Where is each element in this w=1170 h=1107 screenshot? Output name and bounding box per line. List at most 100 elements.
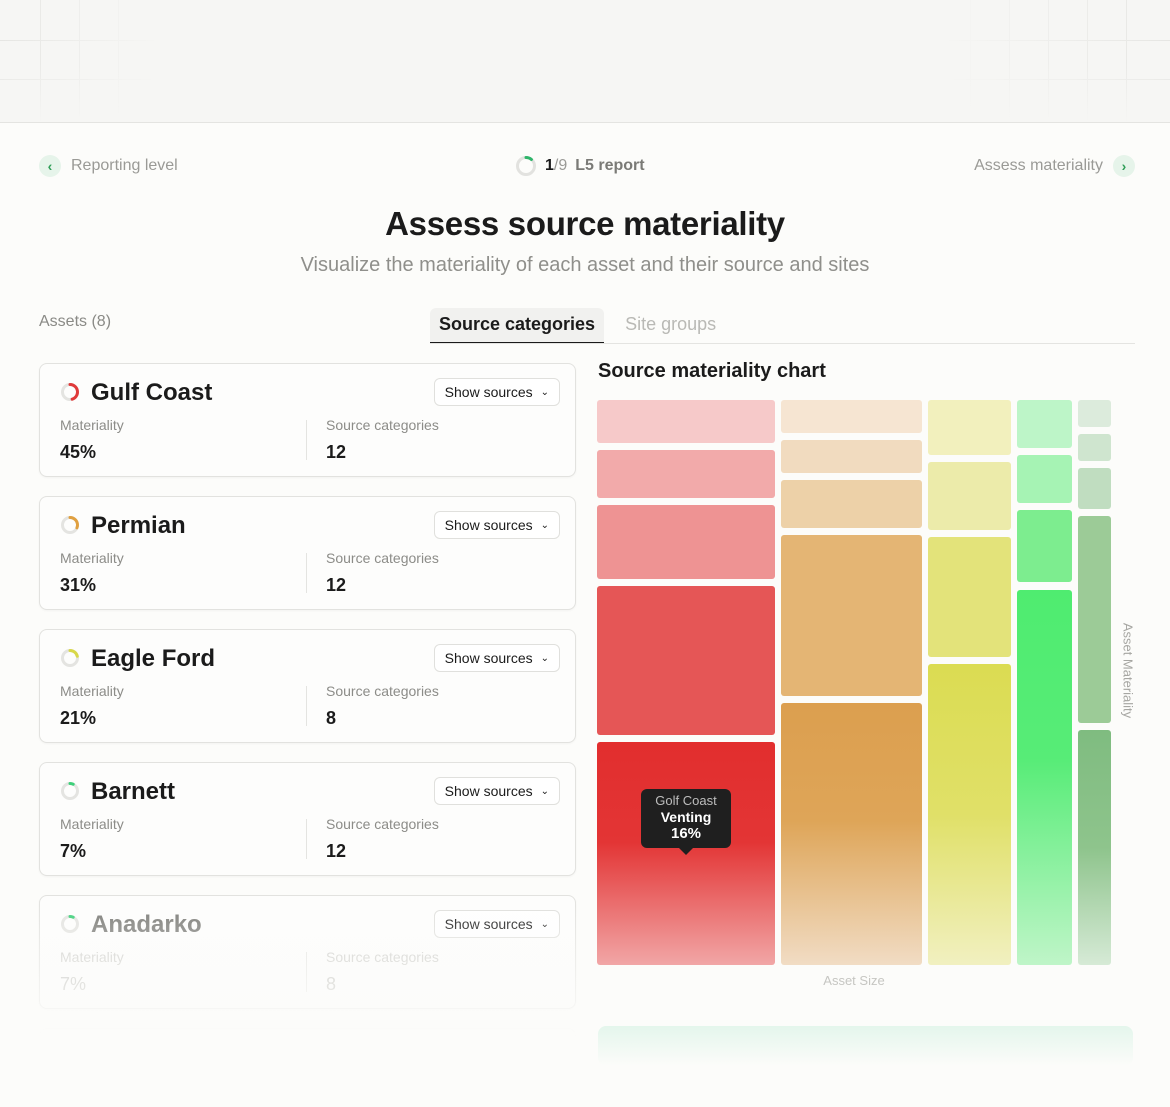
next-button[interactable]: Assess materiality › bbox=[974, 155, 1135, 177]
show-sources-label: Show sources bbox=[444, 650, 533, 666]
chevron-right-icon: › bbox=[1113, 155, 1135, 177]
metric-divider bbox=[306, 952, 307, 992]
step-current: 1 bbox=[545, 157, 554, 174]
treemap-cell[interactable] bbox=[597, 400, 775, 443]
materiality-value: 21% bbox=[60, 708, 97, 728]
show-sources-label: Show sources bbox=[444, 783, 533, 799]
materiality-ring-icon bbox=[61, 383, 79, 401]
treemap-cell[interactable] bbox=[597, 450, 775, 498]
source-categories-label: Source categories bbox=[326, 949, 439, 965]
treemap-cell[interactable] bbox=[597, 586, 775, 735]
treemap-cell[interactable] bbox=[1017, 590, 1072, 965]
view-tabs: Source categories Site groups bbox=[430, 308, 725, 344]
materiality-value: 7% bbox=[60, 974, 87, 994]
treemap-cell[interactable] bbox=[781, 440, 922, 473]
tooltip-value: 16% bbox=[670, 825, 702, 842]
metric-divider bbox=[306, 819, 307, 859]
chart-tooltip: Golf Coast Venting 16% bbox=[641, 789, 731, 855]
show-sources-label: Show sources bbox=[444, 517, 533, 533]
metric-divider bbox=[306, 553, 307, 593]
step-navigation: ‹ Reporting level 1/9 L5 report Assess m… bbox=[39, 155, 1135, 181]
y-axis-label: Asset Materiality bbox=[1120, 622, 1136, 719]
treemap-cell[interactable] bbox=[781, 400, 922, 433]
treemap-cell[interactable] bbox=[928, 537, 1011, 657]
show-sources-label: Show sources bbox=[444, 384, 533, 400]
metric-divider bbox=[306, 686, 307, 726]
step-total: /9 bbox=[553, 157, 568, 174]
materiality-value: 31% bbox=[60, 575, 97, 595]
treemap-cell[interactable] bbox=[1078, 400, 1111, 427]
asset-card-partial bbox=[39, 1028, 576, 1068]
chevron-down-icon: ⌄ bbox=[540, 918, 549, 930]
source-categories-label: Source categories bbox=[326, 550, 439, 566]
source-categories-value: 8 bbox=[326, 974, 337, 994]
tooltip-asset: Golf Coast bbox=[655, 793, 717, 808]
materiality-label: Materiality bbox=[60, 816, 124, 832]
treemap-cell[interactable] bbox=[781, 535, 922, 696]
asset-card: Gulf Coast Show sources ⌄ Materiality 45%… bbox=[39, 363, 576, 477]
asset-name: Gulf Coast bbox=[91, 379, 213, 406]
treemap-cell[interactable] bbox=[1017, 400, 1072, 448]
x-axis-label: Asset Size bbox=[823, 973, 885, 988]
treemap-cell[interactable] bbox=[928, 400, 1011, 455]
chevron-down-icon: ⌄ bbox=[540, 519, 549, 531]
asset-card: Eagle Ford Show sources ⌄ Materiality 21%… bbox=[39, 629, 576, 743]
asset-name: Permian bbox=[91, 512, 186, 539]
tooltip-source: Venting bbox=[660, 809, 712, 825]
asset-list: Gulf Coast Show sources ⌄ Materiality 45%… bbox=[39, 363, 576, 1087]
header-backdrop bbox=[0, 0, 1170, 123]
chart-title: Source materiality chart bbox=[598, 360, 826, 382]
chevron-down-icon: ⌄ bbox=[540, 785, 549, 797]
materiality-label: Materiality bbox=[60, 550, 124, 566]
treemap-cell[interactable] bbox=[781, 703, 922, 965]
source-categories-label: Source categories bbox=[326, 683, 439, 699]
treemap-cell[interactable] bbox=[1017, 510, 1072, 582]
step-indicator: 1/9 L5 report bbox=[515, 155, 645, 177]
page-subtitle: Visualize the materiality of each asset … bbox=[300, 254, 870, 276]
tab-site-groups[interactable]: Site groups bbox=[625, 314, 717, 334]
materiality-label: Materiality bbox=[60, 683, 124, 699]
chevron-down-icon: ⌄ bbox=[540, 652, 549, 664]
treemap-cell[interactable] bbox=[1017, 455, 1072, 503]
treemap-cell[interactable] bbox=[1078, 516, 1111, 723]
asset-card: Barnett Show sources ⌄ Materiality 7% Sou… bbox=[39, 762, 576, 876]
treemap-cell[interactable] bbox=[1078, 730, 1111, 965]
asset-name: Eagle Ford bbox=[91, 645, 216, 672]
source-categories-label: Source categories bbox=[326, 816, 439, 832]
asset-card: Permian Show sources ⌄ Materiality 31% So… bbox=[39, 496, 576, 610]
show-sources-label: Show sources bbox=[444, 916, 533, 932]
treemap-cell[interactable] bbox=[1078, 468, 1111, 509]
metric-divider bbox=[306, 420, 307, 460]
asset-card: Anadarko Show sources ⌄ Materiality 7% So… bbox=[39, 895, 576, 1009]
source-categories-value: 8 bbox=[326, 708, 337, 728]
source-categories-value: 12 bbox=[326, 841, 347, 861]
chevron-down-icon: ⌄ bbox=[540, 386, 549, 398]
show-sources-button[interactable]: Show sources ⌄ bbox=[433, 511, 560, 539]
asset-name: Barnett bbox=[91, 778, 176, 805]
treemap-chart bbox=[597, 400, 1112, 966]
show-sources-button[interactable]: Show sources ⌄ bbox=[433, 378, 560, 406]
source-categories-value: 12 bbox=[326, 442, 347, 462]
show-sources-button[interactable]: Show sources ⌄ bbox=[433, 777, 560, 805]
back-button[interactable]: ‹ Reporting level bbox=[39, 155, 178, 177]
show-sources-button[interactable]: Show sources ⌄ bbox=[433, 644, 560, 672]
continue-bar[interactable] bbox=[598, 1026, 1133, 1066]
treemap-cell[interactable] bbox=[928, 462, 1011, 530]
materiality-ring-icon bbox=[61, 649, 79, 667]
treemap-cell[interactable] bbox=[1078, 434, 1111, 461]
tabs-divider bbox=[430, 343, 1135, 344]
chevron-left-icon: ‹ bbox=[39, 155, 61, 177]
progress-ring-icon bbox=[516, 156, 536, 176]
source-categories-value: 12 bbox=[326, 575, 347, 595]
treemap-cell[interactable] bbox=[928, 664, 1011, 965]
assets-count-label: Assets (8) bbox=[39, 313, 112, 330]
materiality-ring-icon bbox=[61, 782, 79, 800]
tab-source-categories[interactable]: Source categories bbox=[430, 308, 605, 344]
materiality-label: Materiality bbox=[60, 417, 124, 433]
step-name: L5 report bbox=[575, 157, 645, 174]
show-sources-button[interactable]: Show sources ⌄ bbox=[433, 910, 560, 938]
treemap-cell[interactable] bbox=[597, 505, 775, 579]
treemap-cell[interactable] bbox=[781, 480, 922, 528]
source-categories-label: Source categories bbox=[326, 417, 439, 433]
next-label: Assess materiality bbox=[974, 157, 1103, 174]
